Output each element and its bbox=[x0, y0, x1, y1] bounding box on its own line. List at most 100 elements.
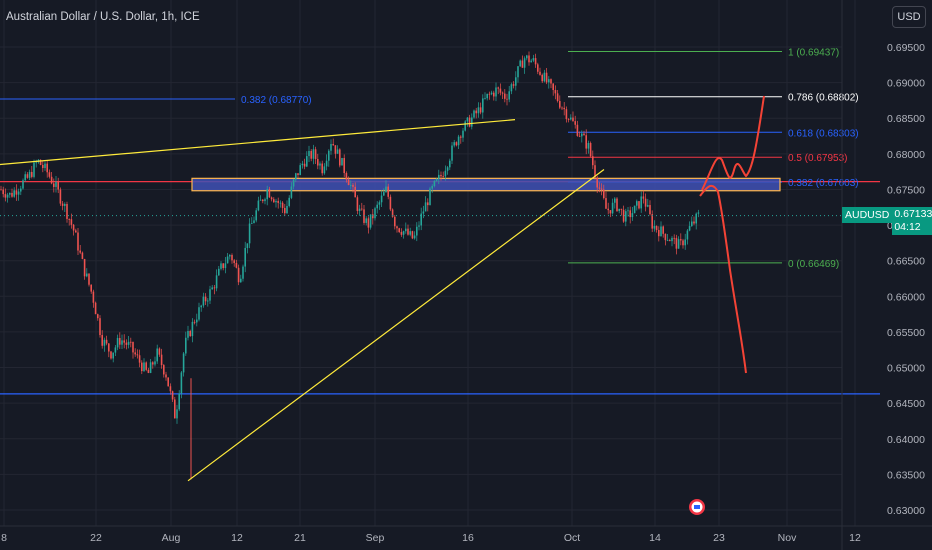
candle-body bbox=[68, 218, 70, 220]
candle-body bbox=[611, 202, 614, 214]
fib-label: 0.382 (0.67603) bbox=[788, 178, 859, 189]
candle-body bbox=[655, 225, 658, 230]
candle-body bbox=[123, 340, 125, 343]
countdown: 04:12 bbox=[894, 221, 921, 233]
candle-body bbox=[44, 163, 46, 169]
candle-body bbox=[130, 341, 132, 343]
candle-body bbox=[550, 79, 552, 84]
candle-body bbox=[638, 201, 640, 209]
y-tick-label: 0.65000 bbox=[887, 363, 925, 375]
candle-body bbox=[284, 207, 286, 214]
candle-body bbox=[633, 205, 636, 214]
candle-body bbox=[292, 179, 295, 187]
candle-body bbox=[90, 284, 92, 292]
price-tag: AUDUSD 0.67133 04:12 bbox=[842, 207, 932, 235]
candle-body bbox=[669, 240, 671, 242]
candle-body bbox=[165, 374, 167, 378]
candle-body bbox=[603, 189, 605, 199]
candle-body bbox=[242, 266, 244, 279]
candle-body bbox=[301, 163, 304, 166]
candle-body bbox=[314, 149, 317, 159]
candle-body bbox=[33, 162, 35, 177]
currency-button[interactable]: USD bbox=[892, 6, 926, 28]
candle-body bbox=[609, 210, 612, 214]
candle-body bbox=[519, 60, 521, 67]
candle-body bbox=[328, 150, 330, 161]
candle-body bbox=[323, 166, 326, 174]
candle-body bbox=[651, 214, 653, 229]
candle-body bbox=[376, 204, 378, 209]
candle-body bbox=[664, 233, 667, 241]
candle-body bbox=[226, 256, 229, 264]
candle-body bbox=[145, 362, 147, 370]
candle-body bbox=[517, 66, 519, 78]
candle-body bbox=[112, 352, 114, 359]
candle-body bbox=[66, 203, 68, 219]
x-tick-label: Sep bbox=[366, 532, 385, 544]
candle-body bbox=[185, 337, 187, 354]
candle-body bbox=[563, 107, 565, 110]
candle-body bbox=[486, 93, 488, 99]
candle-body bbox=[642, 196, 645, 199]
y-tick-label: 0.64000 bbox=[887, 434, 925, 446]
candle-body bbox=[83, 258, 86, 277]
candle-body bbox=[286, 205, 288, 214]
candle-body bbox=[396, 226, 398, 229]
candle-body bbox=[299, 165, 301, 176]
candle-body bbox=[152, 362, 154, 365]
candle-body bbox=[297, 173, 299, 176]
candle-body bbox=[35, 162, 37, 164]
projections bbox=[699, 95, 765, 374]
candle-body bbox=[691, 221, 693, 227]
candle-body bbox=[493, 92, 495, 97]
fib-label: 0 (0.66469) bbox=[788, 259, 839, 270]
candle-body bbox=[253, 220, 255, 224]
x-tick-label: 12 bbox=[849, 532, 861, 544]
candle-body bbox=[141, 362, 143, 372]
candle-body bbox=[365, 218, 367, 223]
candle-body bbox=[167, 377, 169, 387]
candle-body bbox=[264, 199, 266, 202]
candle-body bbox=[189, 331, 191, 337]
candle-body bbox=[688, 226, 691, 231]
candle-body bbox=[380, 195, 383, 203]
candle-body bbox=[614, 198, 616, 203]
candle-body bbox=[464, 121, 466, 131]
candle-body bbox=[105, 339, 108, 344]
candle-body bbox=[433, 180, 436, 186]
candles bbox=[0, 51, 700, 480]
candle-body bbox=[541, 74, 543, 82]
candle-body bbox=[220, 263, 222, 269]
candle-body bbox=[530, 60, 532, 63]
candle-body bbox=[213, 287, 216, 289]
candle-body bbox=[682, 240, 684, 246]
candle-body bbox=[345, 173, 348, 180]
candle-body bbox=[574, 121, 576, 125]
candle-body bbox=[222, 263, 224, 269]
candle-body bbox=[94, 302, 97, 315]
candle-body bbox=[48, 172, 51, 177]
candle-body bbox=[616, 198, 618, 212]
candle-body bbox=[427, 202, 429, 206]
candle-body bbox=[31, 171, 33, 177]
candle-body bbox=[303, 163, 306, 167]
left-fib-label: 0.382 (0.68770) bbox=[241, 95, 312, 106]
candle-body bbox=[215, 275, 218, 289]
y-tick-label: 0.63500 bbox=[887, 469, 925, 481]
candle-body bbox=[666, 240, 669, 241]
y-tick-label: 0.66500 bbox=[887, 256, 925, 268]
upper-trendline bbox=[0, 119, 516, 166]
candle-body bbox=[204, 296, 207, 302]
candle-body bbox=[28, 171, 31, 178]
candle-body bbox=[559, 101, 561, 108]
x-tick-label: 23 bbox=[713, 532, 725, 544]
candle-body bbox=[121, 340, 123, 345]
candle-body bbox=[658, 229, 660, 237]
candle-body bbox=[72, 224, 75, 231]
candle-body bbox=[510, 84, 513, 92]
candle-body bbox=[526, 55, 528, 59]
candle-body bbox=[354, 186, 356, 198]
us-flag-icon[interactable] bbox=[689, 499, 705, 515]
candle-body bbox=[57, 181, 59, 190]
